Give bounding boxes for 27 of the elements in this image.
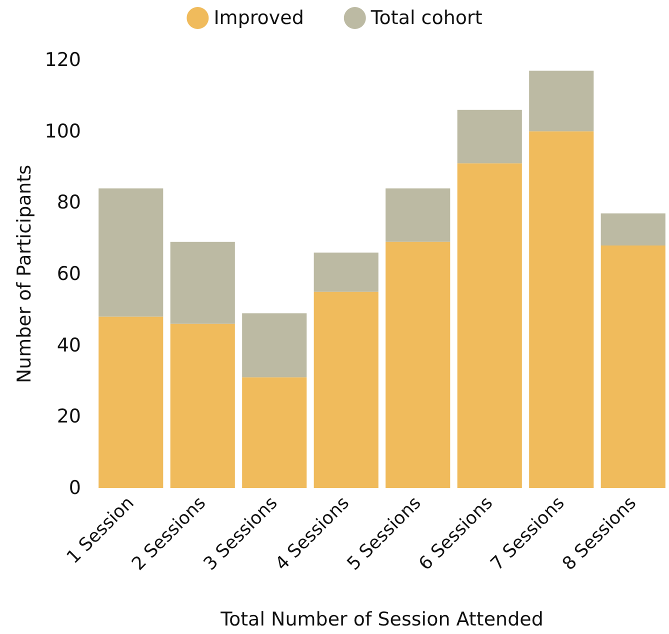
legend-label: Improved [214,7,304,29]
bar [98,188,164,317]
y-tick-label: 0 [68,477,81,499]
y-tick-label: 80 [56,192,81,214]
bar [98,316,164,488]
bar [314,252,378,292]
bar [242,377,307,488]
y-tick-label: 40 [56,334,81,356]
bar [457,163,522,488]
y-tick-label: 100 [44,120,81,142]
y-tick-label: 20 [56,406,81,428]
bar [457,110,522,164]
bar [314,292,378,488]
bar [170,242,235,324]
bar [529,131,594,488]
y-axis-title: Number of Participants [13,164,36,384]
bar [600,245,666,488]
y-tick-label: 60 [56,263,81,285]
bar [170,324,235,488]
bar [529,70,594,132]
bar [386,242,450,488]
x-axis-title: Total Number of Session Attended [220,608,544,630]
bar [242,313,307,378]
legend-label: Total cohort [370,7,482,29]
bar [600,213,666,246]
bar [386,188,450,242]
y-tick-label: 120 [44,49,81,71]
